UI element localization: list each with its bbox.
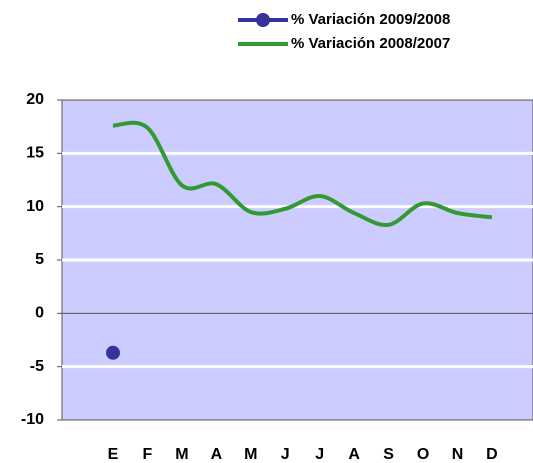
x-tick-label: A — [211, 446, 223, 463]
y-tick-label: 15 — [26, 145, 44, 162]
x-tick-label: O — [417, 446, 429, 463]
x-tick-label: J — [315, 446, 324, 463]
x-tick-label: M — [244, 446, 257, 463]
legend-marker — [256, 13, 270, 27]
y-tick-label: -5 — [30, 358, 44, 375]
x-tick-label: E — [108, 446, 119, 463]
y-tick-label: 20 — [26, 91, 44, 108]
y-tick-label: -10 — [21, 411, 44, 428]
data-line — [112, 120, 493, 227]
legend-label: % Variación 2008/2007 — [291, 35, 450, 52]
data-point — [106, 345, 120, 360]
x-tick-label: M — [175, 446, 188, 463]
x-tick-label: D — [486, 446, 498, 463]
legend-label: % Variación 2009/2008 — [291, 11, 450, 28]
x-tick-label: J — [281, 446, 290, 463]
x-tick-label: F — [143, 446, 153, 463]
y-tick-label: 0 — [35, 305, 44, 322]
y-tick-label: 5 — [35, 251, 44, 268]
x-tick-label: S — [383, 446, 394, 463]
y-tick-label: 10 — [26, 198, 44, 215]
x-tick-label: A — [348, 446, 360, 463]
x-tick-label: N — [452, 446, 464, 463]
